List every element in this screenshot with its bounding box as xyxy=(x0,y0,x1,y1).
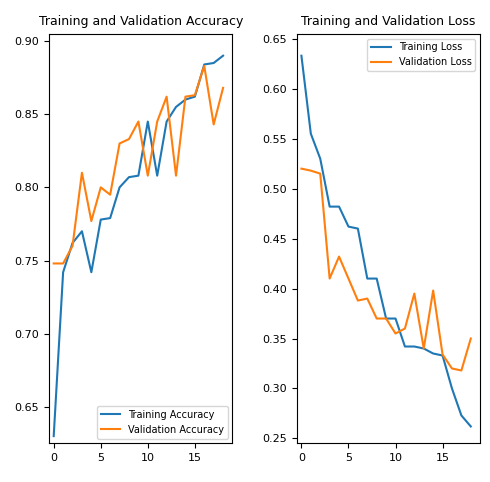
Validation Accuracy xyxy=(135,119,141,124)
Line: Training Accuracy: Training Accuracy xyxy=(54,56,223,436)
Validation Accuracy xyxy=(201,63,207,69)
Validation Loss xyxy=(402,326,408,332)
Training Accuracy xyxy=(135,173,141,178)
Training Accuracy xyxy=(88,269,94,275)
Training Loss xyxy=(327,204,333,210)
Training Loss xyxy=(365,276,370,281)
Training Accuracy xyxy=(201,62,207,67)
Validation Loss xyxy=(440,351,445,357)
Validation Loss xyxy=(355,298,361,304)
Training Accuracy xyxy=(164,119,170,124)
Training Accuracy xyxy=(98,217,104,223)
Training Accuracy xyxy=(154,173,160,178)
Training Accuracy xyxy=(173,104,179,110)
Training Accuracy xyxy=(182,97,188,103)
Line: Training Loss: Training Loss xyxy=(301,56,471,427)
Training Loss xyxy=(440,353,445,359)
Validation Accuracy xyxy=(192,93,198,98)
Training Loss xyxy=(345,224,351,229)
Training Loss xyxy=(336,204,342,210)
Validation Loss xyxy=(327,276,333,281)
Validation Loss xyxy=(345,276,351,281)
Validation Accuracy xyxy=(88,218,94,224)
Training Accuracy xyxy=(211,60,217,66)
Validation Accuracy xyxy=(117,141,122,147)
Validation Accuracy xyxy=(220,85,226,91)
Training Accuracy xyxy=(126,174,132,180)
Validation Loss xyxy=(449,366,455,372)
Training Accuracy xyxy=(60,269,66,275)
Training Loss xyxy=(449,386,455,391)
Validation Accuracy xyxy=(211,121,217,127)
Training Loss xyxy=(374,276,380,281)
Training Accuracy xyxy=(51,433,57,439)
Validation Loss xyxy=(298,166,304,172)
Validation Accuracy xyxy=(173,173,179,178)
Validation Loss xyxy=(374,316,380,321)
Validation Loss xyxy=(421,346,427,351)
Validation Loss xyxy=(318,171,323,176)
Training Loss xyxy=(412,344,417,349)
Validation Loss xyxy=(383,316,389,321)
Validation Accuracy xyxy=(164,94,170,100)
Validation Accuracy xyxy=(182,94,188,100)
Validation Loss xyxy=(392,331,398,336)
Validation Accuracy xyxy=(70,243,75,249)
Training Accuracy xyxy=(79,228,85,234)
Validation Accuracy xyxy=(107,192,113,198)
Validation Accuracy xyxy=(145,173,151,178)
Validation Accuracy xyxy=(98,185,104,190)
Line: Validation Accuracy: Validation Accuracy xyxy=(54,66,223,264)
Title: Training and Validation Loss: Training and Validation Loss xyxy=(301,15,476,28)
Training Loss xyxy=(459,413,465,418)
Validation Accuracy xyxy=(51,261,57,267)
Training Accuracy xyxy=(220,53,226,59)
Validation Loss xyxy=(468,335,474,341)
Training Loss xyxy=(392,316,398,321)
Training Accuracy xyxy=(145,119,151,124)
Validation Loss xyxy=(459,368,465,374)
Validation Accuracy xyxy=(60,261,66,267)
Training Accuracy xyxy=(70,240,75,246)
Training Loss xyxy=(318,156,323,161)
Training Loss xyxy=(383,316,389,321)
Line: Validation Loss: Validation Loss xyxy=(301,169,471,371)
Validation Accuracy xyxy=(126,136,132,142)
Training Loss xyxy=(308,131,314,136)
Validation Loss xyxy=(365,295,370,301)
Training Accuracy xyxy=(192,94,198,100)
Training Loss xyxy=(355,226,361,231)
Legend: Training Loss, Validation Loss: Training Loss, Validation Loss xyxy=(368,39,475,71)
Training Loss xyxy=(421,346,427,351)
Validation Loss xyxy=(336,254,342,259)
Training Loss xyxy=(430,350,436,356)
Legend: Training Accuracy, Validation Accuracy: Training Accuracy, Validation Accuracy xyxy=(97,406,228,439)
Validation Accuracy xyxy=(154,119,160,124)
Validation Loss xyxy=(430,288,436,294)
Training Accuracy xyxy=(117,185,122,190)
Training Loss xyxy=(402,344,408,349)
Training Loss xyxy=(298,53,304,59)
Validation Accuracy xyxy=(79,170,85,175)
Validation Loss xyxy=(412,291,417,296)
Training Accuracy xyxy=(107,215,113,221)
Title: Training and Validation Accuracy: Training and Validation Accuracy xyxy=(39,15,243,28)
Validation Loss xyxy=(308,168,314,174)
Training Loss xyxy=(468,424,474,429)
